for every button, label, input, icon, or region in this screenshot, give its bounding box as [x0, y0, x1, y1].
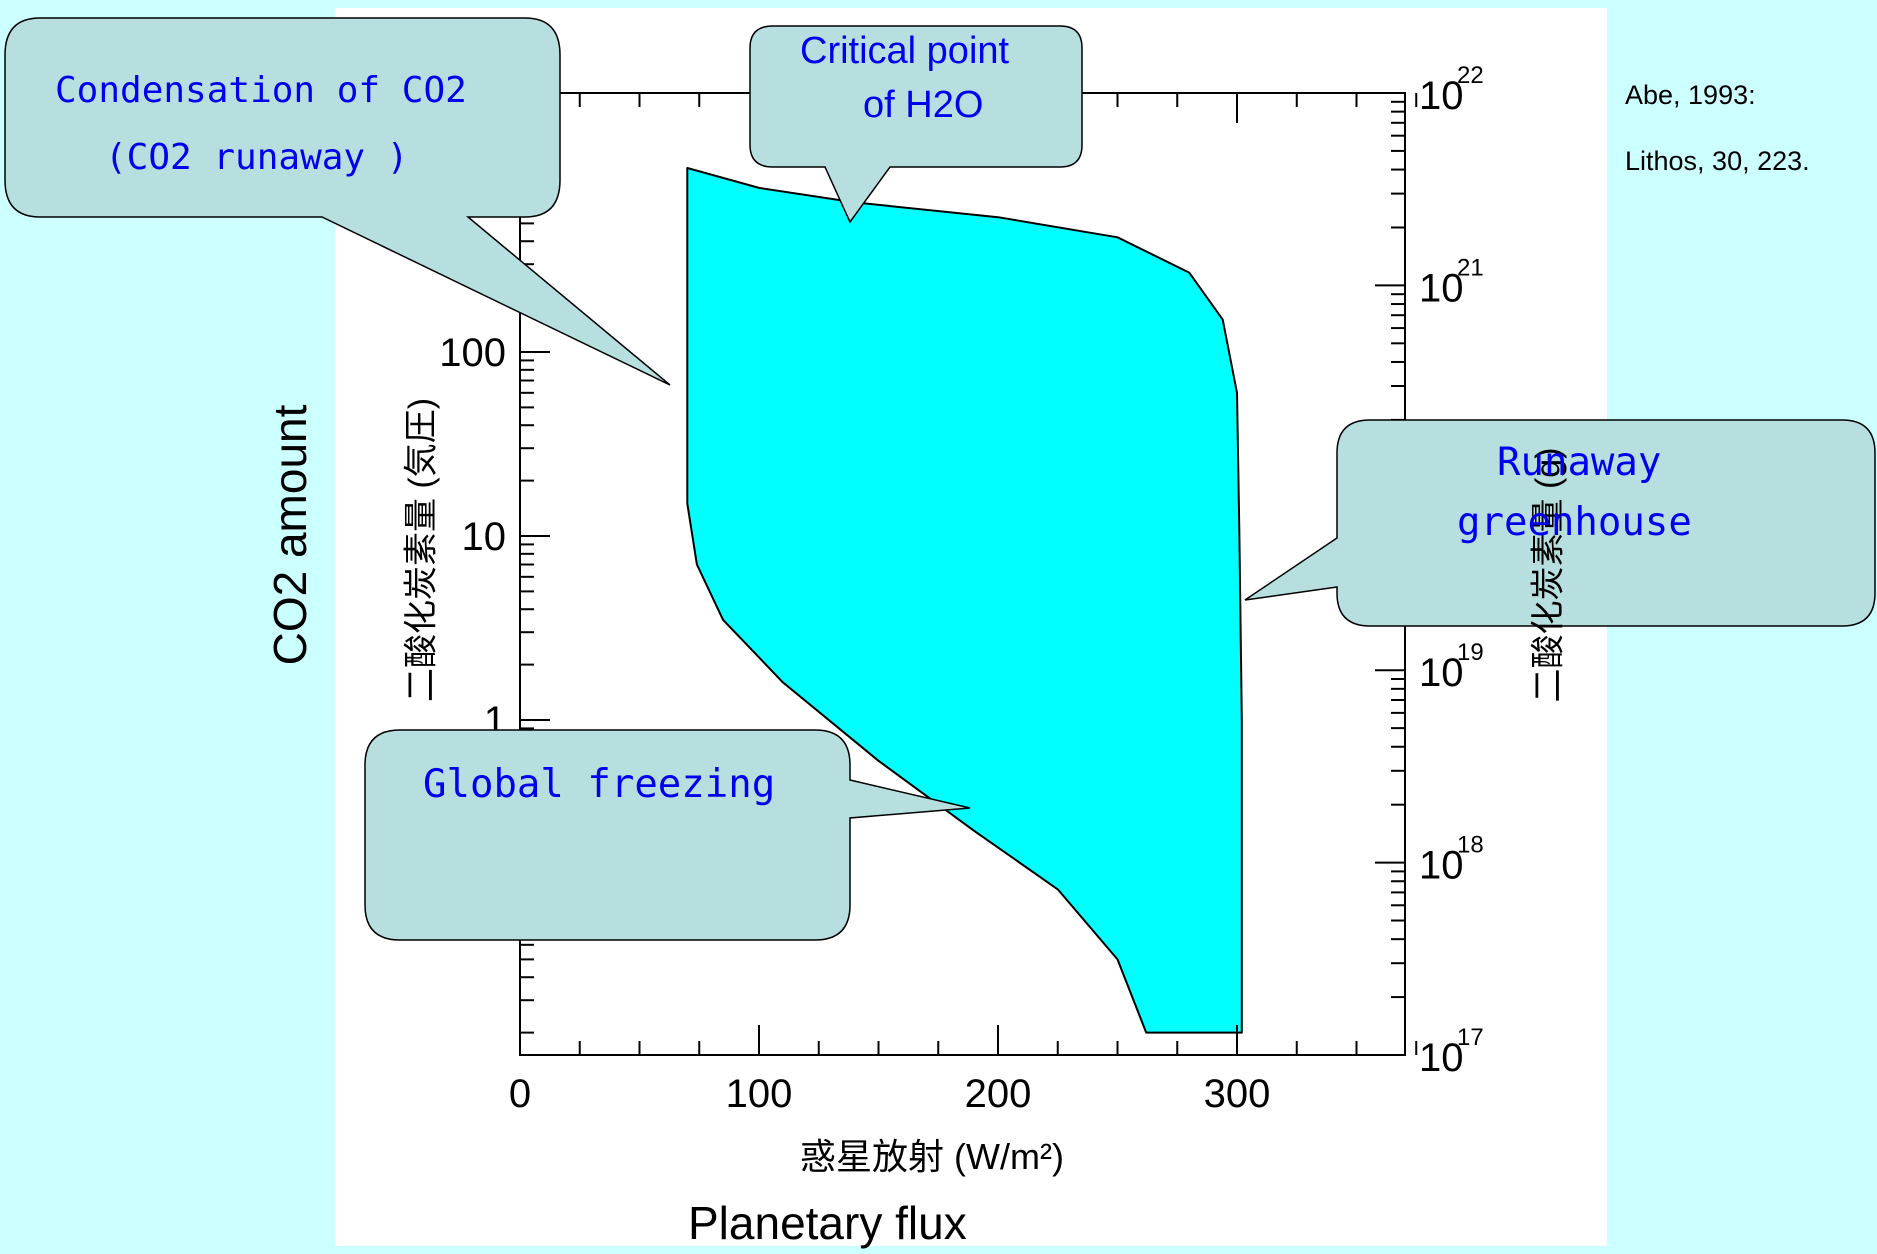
- y-tick-label: 100: [439, 331, 506, 375]
- y2-tick-exponent: 17: [1457, 1024, 1484, 1051]
- y2-tick-label: 10: [1419, 651, 1464, 695]
- callout-critical-point: [749, 25, 1083, 224]
- y2-tick-exponent: 21: [1457, 254, 1484, 281]
- y2-axis-title-jp: 二酸化炭素量 (g): [1529, 447, 1568, 703]
- x-axis-title-jp: 惑星放射 (W/m²): [800, 1136, 1064, 1177]
- callout-co2-text-line2: (CO2 runaway ): [105, 137, 409, 178]
- y-tick-label: 10: [462, 515, 507, 559]
- citation-line2: Lithos, 30, 223.: [1625, 146, 1810, 176]
- callout-co2-text-line1: Condensation of CO2: [55, 70, 467, 111]
- y2-tick-label: 10: [1419, 1036, 1464, 1080]
- callout-freezing: [364, 729, 971, 941]
- citation-line1: Abe, 1993:: [1625, 80, 1756, 110]
- y2-tick-label: 10: [1419, 844, 1464, 888]
- callout-critical-text-line2: of H2O: [863, 84, 984, 126]
- x-tick-label: 200: [965, 1072, 1032, 1116]
- y2-tick-label: 10: [1419, 266, 1464, 310]
- habitable-region: [686, 167, 1243, 1034]
- callout-co2-condensation: [4, 17, 671, 386]
- callout-critical-text-line1: Critical point: [800, 30, 1010, 72]
- x-tick-label: 300: [1204, 1072, 1271, 1116]
- y2-tick-exponent: 19: [1457, 639, 1484, 666]
- y-axis-title-jp: 二酸化炭素量 (気圧): [402, 397, 441, 703]
- y-axis-title: CO2 amount: [264, 404, 316, 666]
- callout-freezing-text: Global freezing: [423, 762, 776, 807]
- y2-tick-label: 10: [1419, 74, 1464, 118]
- x-axis-title: Planetary flux: [688, 1197, 967, 1249]
- callout-runaway-text-line1: Runaway: [1497, 440, 1662, 485]
- y2-tick-exponent: 22: [1457, 62, 1484, 89]
- x-tick-label: 100: [726, 1072, 793, 1116]
- x-tick-label: 0: [509, 1072, 531, 1116]
- callout-runaway-text-line2: greenhouse: [1457, 500, 1692, 545]
- callout-runaway: [1244, 419, 1876, 627]
- y2-tick-exponent: 18: [1457, 832, 1484, 859]
